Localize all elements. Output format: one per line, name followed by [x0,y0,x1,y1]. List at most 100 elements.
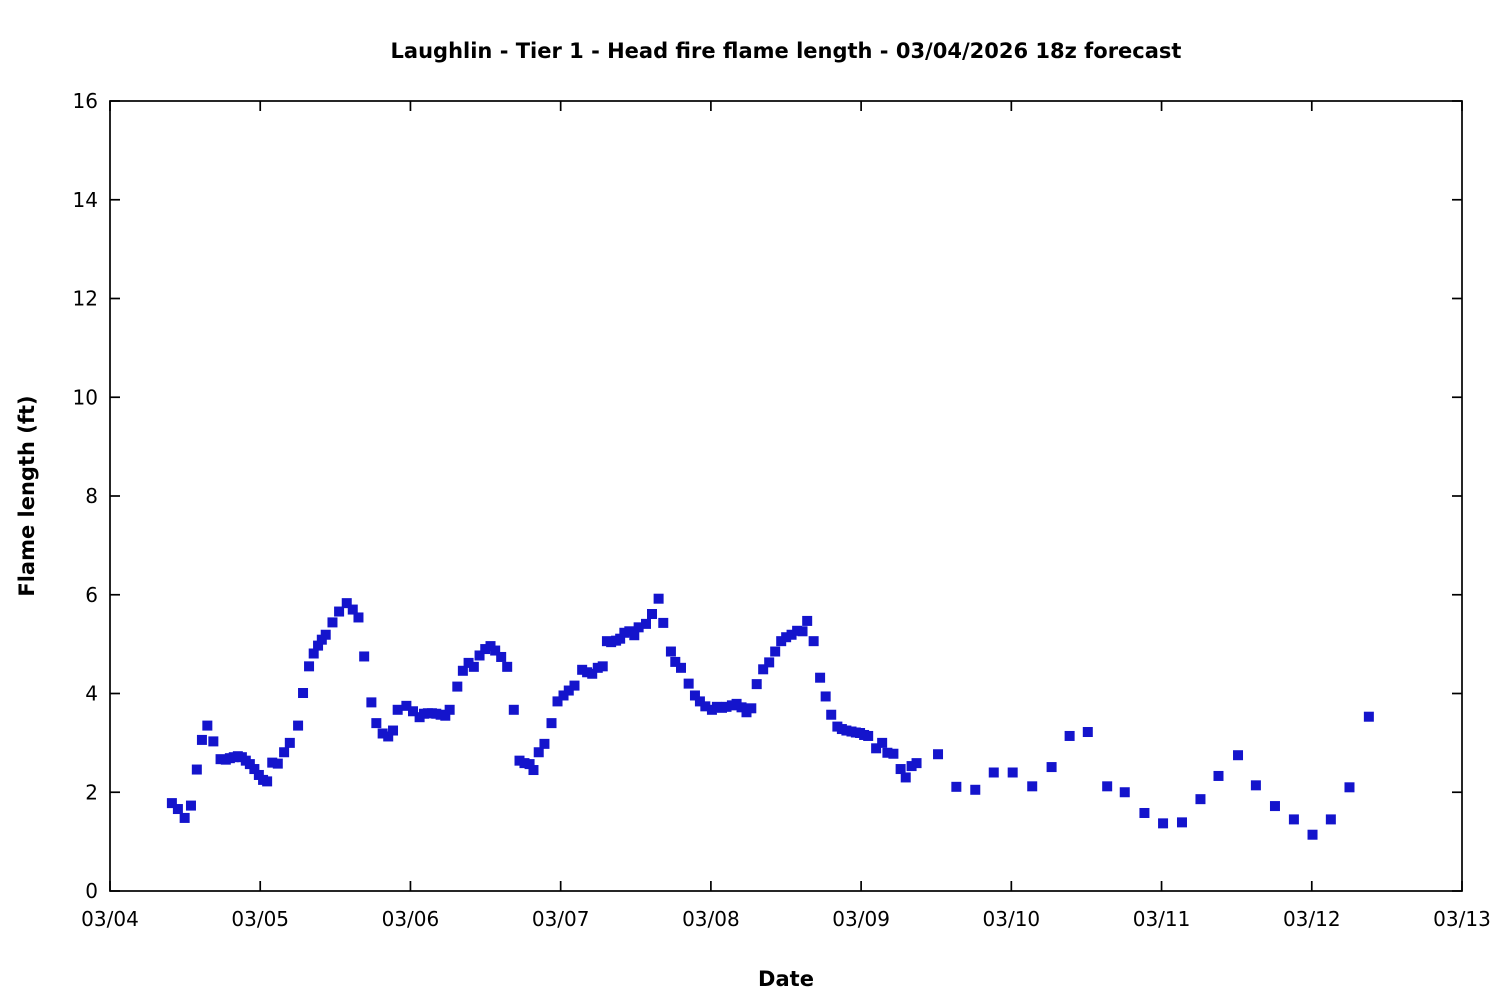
data-point [262,776,273,787]
data-point [392,704,403,715]
data-point [371,718,382,729]
data-point [658,617,669,628]
data-point [1250,780,1261,791]
data-point [1363,711,1374,722]
data-point [293,720,304,731]
data-point [474,650,485,661]
data-point [900,772,911,783]
data-point [463,657,474,668]
data-point [191,764,202,775]
data-point [298,688,309,699]
data-point [208,736,219,747]
data-point [308,648,319,659]
data-point [457,665,468,676]
data-point [440,710,451,721]
data-point [670,656,681,667]
data-point [882,747,893,758]
data-point [792,625,803,636]
x-tick-label: 03/12 [1283,907,1341,931]
x-tick-label: 03/11 [1133,907,1191,931]
data-point [721,701,732,712]
data-point [871,743,882,754]
data-point [615,633,626,644]
data-point [490,645,501,656]
data-point [519,758,530,769]
data-point [797,626,808,637]
data-point [689,690,700,701]
data-point [711,701,722,712]
data-point [911,758,922,769]
data-point [407,706,418,717]
x-tick-label: 03/08 [682,907,740,931]
data-point [388,725,399,736]
data-point [1064,730,1075,741]
data-point [366,697,377,708]
axis-ticks [109,100,1463,892]
data-point [1176,817,1187,828]
y-tick-label: 10 [73,385,98,409]
data-point [1102,781,1113,792]
data-point [347,604,358,615]
data-point [569,680,580,691]
data-point [444,704,455,715]
data-point [383,731,394,742]
data-point [196,734,207,745]
data-point [1195,794,1206,805]
y-tick-label: 4 [85,682,98,706]
data-point [808,636,819,647]
data-point [770,646,781,657]
data-point [524,759,535,770]
plot-border [109,100,1463,892]
data-point [802,615,813,626]
data-point [1158,818,1169,829]
y-tick-label: 12 [73,287,98,311]
data-point [353,612,364,623]
data-point [675,662,686,673]
data-point [267,757,278,768]
y-tick-label: 2 [85,780,98,804]
data-point [826,709,837,720]
data-point [185,800,196,811]
data-point [552,696,563,707]
data-point [863,730,874,741]
data-point [888,748,899,759]
data-point [528,765,539,776]
data-point [1344,782,1355,793]
data-point [539,738,550,749]
data-point [751,679,762,690]
data-point [284,737,295,748]
y-tick-label: 8 [85,484,98,508]
data-point [1007,767,1018,778]
data-points [166,593,1374,840]
y-tick-label: 6 [85,583,98,607]
data-point [694,696,705,707]
data-point [781,632,792,643]
x-tick-label: 03/10 [983,907,1041,931]
data-point [558,690,569,701]
tick-labels: 03/04 03/05 03/06 03/07 03/08 03/09 03/10 03/11… [73,89,1491,931]
data-point [468,661,479,672]
data-point [1082,727,1093,738]
data-point [683,678,694,689]
data-point [249,764,260,775]
data-point [786,629,797,640]
y-tick-label: 0 [85,879,98,903]
data-point [313,640,324,651]
data-point [334,606,345,617]
x-tick-label: 03/05 [231,907,289,931]
data-point [179,812,190,823]
y-axis-label: Flame length (ft) [15,395,39,596]
data-point [746,703,757,714]
data-point [933,749,944,760]
data-point [665,646,676,657]
data-point [359,651,370,662]
data-point [1325,814,1336,825]
x-tick-label: 03/04 [81,907,139,931]
data-point [202,720,213,731]
x-tick-label: 03/06 [382,907,440,931]
data-point [758,664,769,675]
x-tick-label: 03/09 [832,907,890,931]
data-point [970,784,981,795]
data-point [341,598,352,609]
data-point [304,661,315,672]
